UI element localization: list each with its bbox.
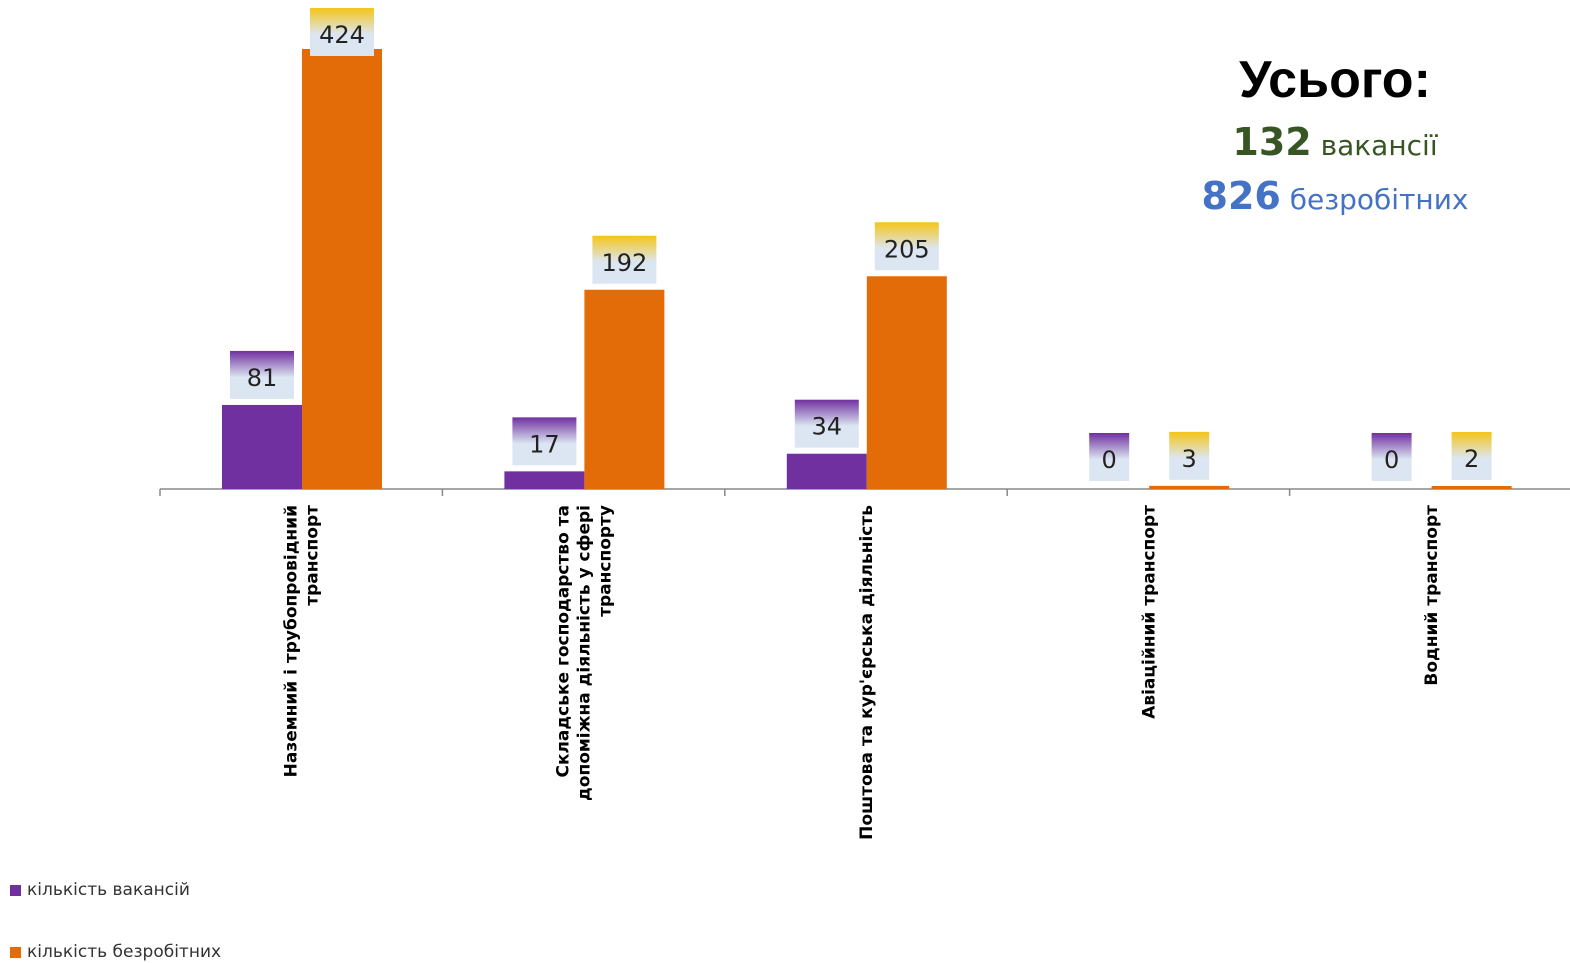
data-label: 81 <box>247 364 278 392</box>
x-tick-label: Наземний і трубопровіднийтранспорт <box>282 505 323 778</box>
data-label-box <box>230 350 294 399</box>
x-tick-label-line: Авіаційний транспорт <box>1139 505 1159 719</box>
legend-item-unemployed: кількість безробітних <box>10 942 221 962</box>
x-tick-label: Авіаційний транспорт <box>1139 505 1159 719</box>
x-tick-label-line: допоміжна діяльність у сфері <box>575 505 595 801</box>
legend-swatch-vacancies <box>10 884 21 896</box>
data-label-box <box>1089 433 1130 481</box>
x-tick-label-line: транспорт <box>303 505 323 606</box>
bar-unemployed <box>1431 486 1512 489</box>
data-label: 205 <box>884 235 930 263</box>
x-tick-label-line: Водний транспорт <box>1422 505 1442 686</box>
totals-unemployed-label: безробітних <box>1289 183 1469 216</box>
data-label: 3 <box>1182 445 1197 473</box>
legend-swatch-unemployed <box>10 946 21 958</box>
data-label: 424 <box>319 21 365 49</box>
data-label-box <box>512 417 577 466</box>
bar-unemployed <box>866 276 947 489</box>
bar-vacancies <box>786 453 867 489</box>
legend-item-vacancies: кількість вакансій <box>10 880 190 900</box>
x-tick-label-line: транспорту <box>596 505 616 617</box>
x-tick-label-line: Поштова та кур'єрська діяльність <box>857 505 877 840</box>
x-tick-label: Водний транспорт <box>1422 505 1442 686</box>
totals-title: Усього: <box>1239 51 1431 109</box>
plot-area: 81 424 Наземний і трубопровіднийтранспорт 1… <box>159 8 1570 840</box>
data-label-box <box>1169 431 1210 480</box>
totals-vacancies: 132 вакансії <box>1170 120 1500 164</box>
x-tick-label-line: Наземний і трубопровідний <box>282 505 302 777</box>
data-label-box <box>794 399 859 448</box>
legend-label-unemployed: кількість безробітних <box>27 942 222 962</box>
x-tick-label-line: Складське господарство та <box>554 505 574 778</box>
bar-unemployed <box>584 289 665 489</box>
bar-vacancies <box>222 404 302 489</box>
bar-vacancies <box>504 471 585 489</box>
totals-panel: Усього: 132 вакансії 826 безробітних <box>1170 50 1500 218</box>
data-label-box <box>874 222 939 271</box>
data-label: 34 <box>812 413 843 441</box>
bar-unemployed <box>1149 485 1230 489</box>
data-label-box <box>1371 433 1412 481</box>
totals-unemployed-value: 826 <box>1201 174 1281 218</box>
x-tick-label: Поштова та кур'єрська діяльність <box>857 505 877 840</box>
data-label: 2 <box>1464 445 1479 473</box>
legend-label-vacancies: кількість вакансій <box>27 880 190 900</box>
data-label: 192 <box>601 249 647 277</box>
data-label: 17 <box>529 430 560 458</box>
data-label: 0 <box>1102 446 1117 474</box>
data-label: 0 <box>1384 446 1399 474</box>
data-label-box <box>592 235 657 284</box>
data-label-box <box>310 8 374 56</box>
totals-vacancies-value: 132 <box>1232 120 1312 164</box>
data-label-box <box>1451 432 1492 480</box>
x-tick-label: Складське господарство тадопоміжна діяль… <box>554 505 616 801</box>
bar-unemployed <box>302 49 382 489</box>
totals-unemployed: 826 безробітних <box>1170 174 1500 218</box>
totals-vacancies-label: вакансії <box>1320 129 1438 162</box>
